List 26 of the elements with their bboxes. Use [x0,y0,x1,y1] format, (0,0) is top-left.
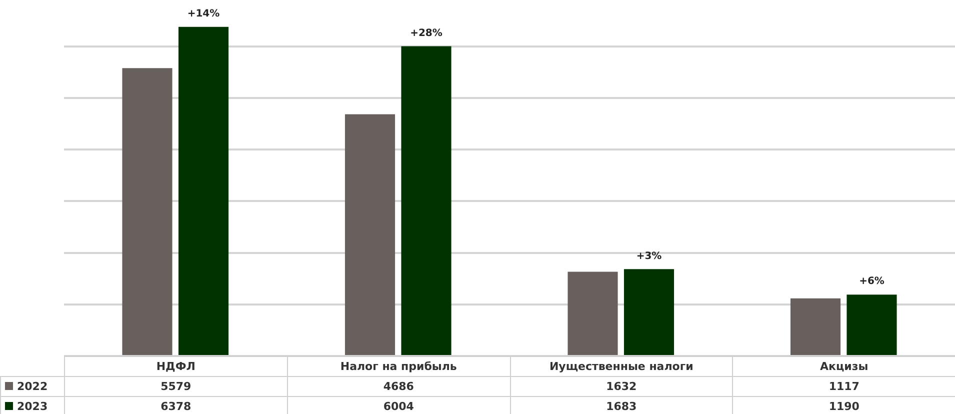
legend-label: 2022 [0,376,64,396]
bar [624,269,674,355]
bar [401,46,452,355]
bar [122,68,172,355]
data-label: 6378 [64,396,288,414]
data-label: 1683 [510,396,733,414]
x-tick-label: НДФЛ [64,356,288,376]
annotation: +3% [636,250,662,262]
legend-label: 2023 [0,396,64,414]
annotation: +28% [410,28,442,39]
bar [846,294,897,355]
bar [344,114,396,355]
annotation: +6% [859,276,884,288]
x-tick-label: Иущественные налоги [510,356,733,376]
bar [178,26,229,355]
x-tick-label: Акцизы [732,356,955,376]
data-label: 4686 [287,376,510,396]
data-label: 1190 [732,396,955,414]
annotation: +14% [187,8,220,20]
data-label: 1117 [732,376,955,396]
bar [568,272,618,355]
data-label: 6004 [287,396,510,414]
data-label: 1632 [510,376,733,396]
x-tick-label: Налог на прибыль [287,356,510,376]
data-label: 5579 [64,376,288,396]
bar [790,298,841,355]
